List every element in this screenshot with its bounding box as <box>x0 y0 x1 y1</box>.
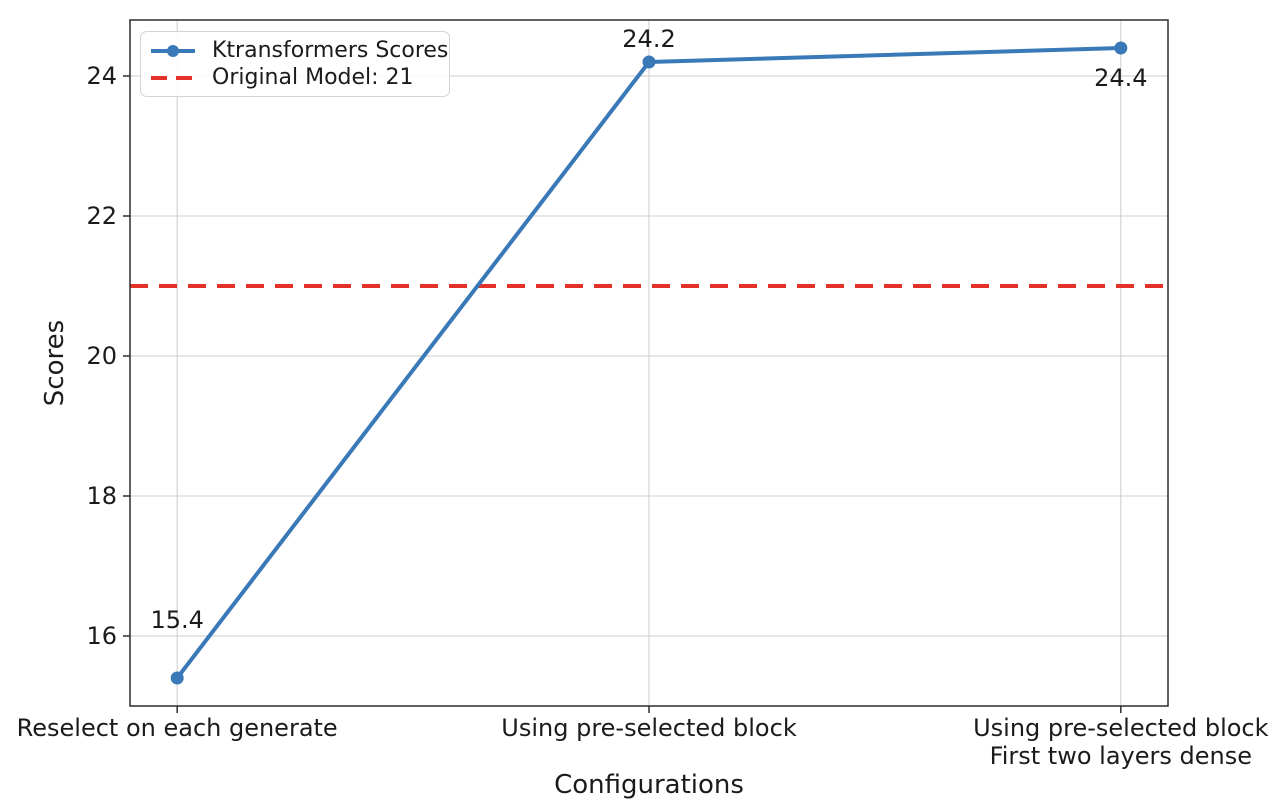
y-axis-tick-label: 18 <box>86 482 117 510</box>
x-axis-tick-label: Reselect on each generate <box>17 714 338 742</box>
data-point-label: 15.4 <box>150 606 203 634</box>
data-point-marker <box>1114 41 1128 55</box>
y-axis-tick-label: 20 <box>86 342 117 370</box>
data-point-marker <box>170 671 184 685</box>
data-point-label: 24.2 <box>622 25 675 53</box>
y-axis-tick-label: 24 <box>86 62 117 90</box>
x-axis-title: Configurations <box>554 770 744 800</box>
y-axis-tick-label: 22 <box>86 202 117 230</box>
legend-entry-reference: Original Model: 21 <box>149 64 437 91</box>
data-point-marker <box>642 55 656 69</box>
legend-label-reference: Original Model: 21 <box>212 65 414 90</box>
data-point-label: 24.4 <box>1094 64 1147 92</box>
legend-label-series: Ktransformers Scores <box>212 38 449 63</box>
series-line-sample-icon <box>151 44 195 57</box>
legend: Ktransformers Scores Original Model: 21 <box>140 31 450 97</box>
x-axis-tick-label: Using pre-selected block <box>973 714 1269 742</box>
x-axis-tick-label: Using pre-selected block <box>501 714 797 742</box>
y-axis-tick-label: 16 <box>86 622 117 650</box>
legend-entry-series: Ktransformers Scores <box>149 37 448 64</box>
dashed-line-sample-icon <box>151 75 195 80</box>
y-axis-title: Scores <box>40 320 70 406</box>
x-axis-tick-label: First two layers dense <box>990 742 1252 770</box>
